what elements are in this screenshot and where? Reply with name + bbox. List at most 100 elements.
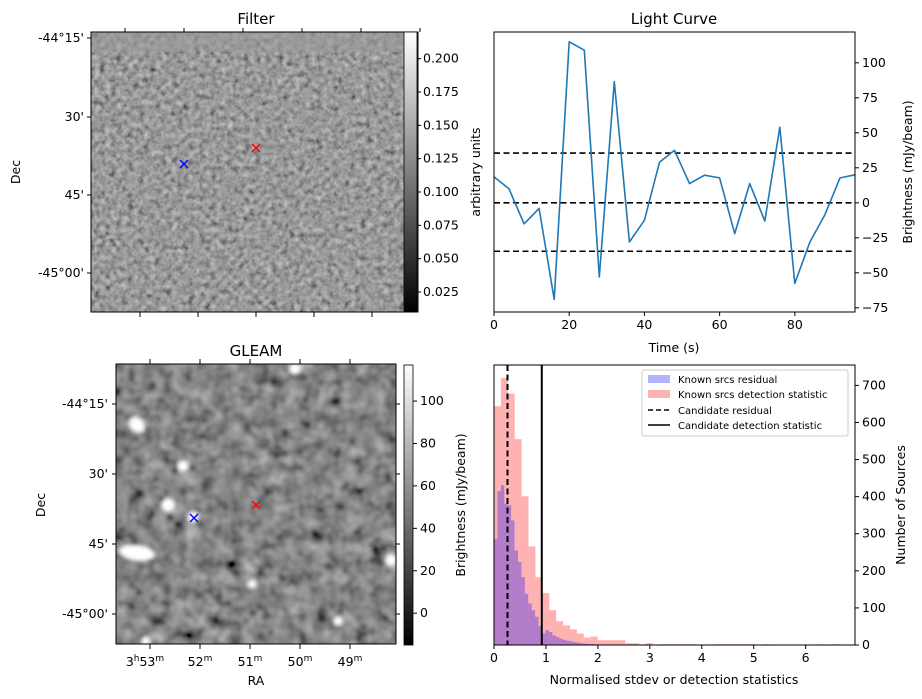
histogram-bar-residual [555, 636, 560, 645]
light-curve-title: Light Curve [631, 10, 717, 28]
histogram-bar-detection [542, 593, 550, 645]
gleam-known-source-marker [189, 513, 199, 523]
histogram-bar-residual [552, 635, 556, 645]
gleam-panel: GLEAM [33, 342, 468, 688]
histogram-bar-detection [604, 640, 612, 645]
light-curve-ytick-label: 75 [862, 90, 878, 105]
filter-colorbar-tick-label: 0.200 [423, 51, 459, 66]
histogram-bar-residual [517, 561, 522, 645]
gleam-xlabel: RA [248, 673, 265, 688]
filter-image-noise [91, 32, 418, 312]
filter-colorbar-tick-label: 0.150 [423, 117, 459, 132]
histogram-bar-detection [576, 633, 584, 645]
histogram-ytick-label: 500 [862, 452, 886, 467]
legend-label-detection: Known srcs detection statistic [678, 390, 827, 401]
filter-colorbar-tick-label: 0.125 [423, 151, 459, 166]
histogram-bar-residual [521, 577, 525, 645]
gleam-ra-tick-label: 3h53m [126, 654, 164, 669]
histogram-bar-detection [611, 640, 619, 645]
filter-colorbar-tick-label: 0.075 [423, 217, 459, 232]
legend-swatch-detection [648, 390, 670, 398]
light-curve-xtick-label: 20 [561, 317, 577, 332]
light-curve-ytick-label: 100 [862, 55, 886, 70]
light-curve-ytick-label: −50 [862, 265, 888, 280]
gleam-colorbar-tick-label: 40 [420, 520, 436, 535]
histogram-bar-detection [500, 377, 508, 645]
legend-label-candidate-residual: Candidate residual [678, 406, 772, 417]
light-curve-xtick-label: 40 [636, 317, 652, 332]
histogram-bar-detection [494, 406, 501, 645]
histogram-legend: Known srcs residual Known srcs detection… [641, 369, 849, 437]
histogram-bar-detection [632, 643, 640, 645]
gleam-colorbar-tick-label: 20 [420, 563, 436, 578]
histogram-bar-residual [500, 485, 505, 645]
gleam-colorbar-tick-label: 60 [420, 478, 436, 493]
histogram-bar-residual [535, 616, 539, 645]
filter-dec-tick-label: -45°00' [38, 265, 84, 280]
histogram-bar-residual [497, 491, 501, 645]
gleam-colorbar-ticks: 0 20 40 60 80 100 [413, 393, 444, 620]
gleam-ra-tick-label: 51m [238, 654, 263, 669]
filter-ra-ticks [124, 28, 421, 317]
histogram-ytick-label: 400 [862, 489, 886, 504]
filter-dec-tick-label: -44°15' [38, 30, 84, 45]
histogram-bar-residual [548, 632, 553, 645]
filter-panel: Filter 0.025 0.050 0.075 0.100 0.125 0.150 0.1… [8, 10, 483, 317]
light-curve-ytick-label: −25 [862, 230, 888, 245]
histogram-xlabel: Normalised stdev or detection statistics [550, 672, 799, 687]
gleam-candidate-marker [251, 500, 261, 510]
light-curve-ytick-label: 50 [862, 125, 878, 140]
histogram-xtick-label: 6 [802, 650, 810, 665]
filter-dec-ticks: -44°15' 30' 45' -45°00' [38, 30, 91, 280]
gleam-dec-tick-label: 45' [89, 536, 108, 551]
legend-swatch-residual [648, 375, 670, 383]
histogram-bar-detection [590, 636, 598, 645]
histogram-xtick-label: 3 [646, 650, 654, 665]
gleam-ra-tick-label: 50m [288, 654, 313, 669]
histogram-bar-residual [504, 503, 508, 645]
histogram-bar-detection [645, 643, 653, 645]
histogram-bar-residual [541, 633, 546, 645]
filter-title: Filter [237, 10, 275, 28]
gleam-ra-tick-label: 52m [188, 654, 213, 669]
light-curve-xtick-label: 80 [787, 317, 803, 332]
histogram-bar-detection [556, 621, 564, 645]
histogram-bar-detection [507, 393, 515, 645]
light-curve-xtick-label: 60 [712, 317, 728, 332]
filter-colorbar-tick-label: 0.025 [423, 284, 459, 299]
histogram-bar-residual [562, 639, 566, 645]
filter-known-source-marker [179, 159, 189, 169]
histogram-xtick-label: 5 [750, 650, 758, 665]
light-curve-panel: Light Curve 0 20 40 60 80 −75 −50 −25 0 25 50 75 100… [490, 10, 915, 355]
histogram-xtick-label: 0 [490, 650, 498, 665]
filter-colorbar-tick-label: 0.100 [423, 184, 459, 199]
histogram-bar-residual [538, 626, 542, 645]
gleam-colorbar [403, 364, 414, 646]
gleam-colorbar-label: Brightness (mJy/beam) [453, 433, 468, 576]
histogram-bar-residual [507, 505, 512, 645]
histogram-bar-detection [618, 640, 626, 645]
histogram-bar-detection [569, 629, 577, 645]
light-curve-xtick-label: 0 [490, 317, 498, 332]
histogram-bar-residual [531, 610, 536, 645]
histogram-bar-residual [583, 643, 587, 645]
histogram-ytick-label: 300 [862, 526, 886, 541]
gleam-dec-tick-label: -44°15' [62, 396, 108, 411]
gleam-ra-ticks: 3h53m 52m 51m 50m 49m [126, 359, 362, 669]
histogram-ylabel: Number of Sources [893, 445, 908, 565]
histogram-bar-detection [583, 637, 591, 645]
gleam-colorbar-tick-label: 80 [420, 435, 436, 450]
gleam-colorbar-tick-label: 0 [420, 605, 428, 620]
histogram-xtick-label: 4 [698, 650, 706, 665]
filter-colorbar-tick-label: 0.050 [423, 251, 459, 266]
light-curve-ytick-label: 0 [862, 195, 870, 210]
histogram-bar-residual [545, 630, 549, 645]
filter-ylabel: Dec [8, 160, 23, 184]
histogram-bar-residual [494, 539, 498, 645]
histogram-bar-detection [625, 643, 633, 645]
light-curve-xlabel: Time (s) [648, 340, 700, 355]
filter-image-bright-band [91, 32, 418, 52]
gleam-dec-tick-label: 30' [89, 466, 108, 481]
histogram-ytick-label: 0 [862, 637, 870, 652]
